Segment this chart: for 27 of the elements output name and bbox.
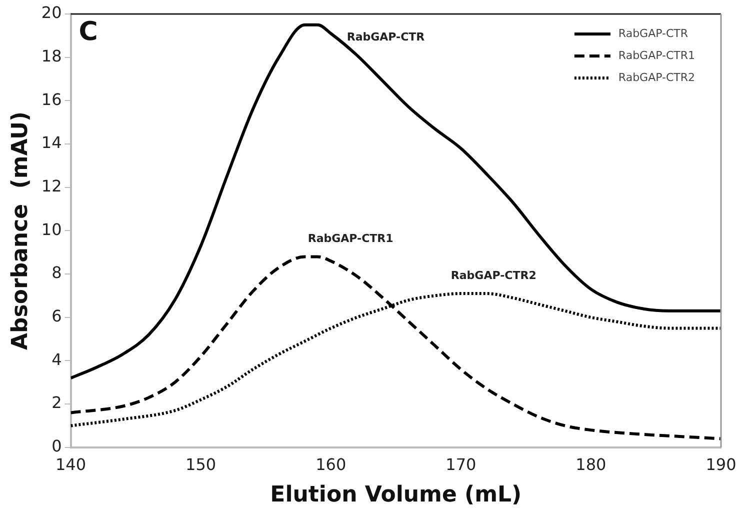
x-tick-label: 180 [576, 455, 606, 474]
x-tick-label: 170 [446, 455, 476, 474]
y-tick-label: 18 [41, 46, 62, 66]
legend-label: RabGAP-CTR [618, 26, 688, 40]
line-series [70, 255, 721, 440]
annotation: RabGAP-CTR1 [308, 232, 394, 246]
y-tick-label: 0 [52, 436, 62, 456]
annotation: RabGAP-CTR2 [450, 268, 536, 282]
x-tick-label: 140 [55, 455, 86, 474]
y-tick-label: 12 [41, 176, 62, 196]
y-tick-label: 6 [52, 306, 62, 326]
y-tick-label: 16 [41, 90, 62, 109]
legend-label: RabGAP-CTR1 [618, 48, 695, 62]
annotation: C [78, 16, 98, 47]
y-axis-title: Absorbance (mAU) [8, 111, 33, 350]
x-tick-label: 190 [706, 455, 736, 474]
y-tick-label: 4 [52, 350, 62, 369]
x-tick-label: 160 [316, 455, 346, 474]
annotation: RabGAP-CTR [346, 30, 426, 44]
x-axis-title: Elution Volume (mL) [270, 482, 522, 508]
legend-label: RabGAP-CTR2 [618, 70, 695, 84]
y-tick-label: 2 [52, 393, 62, 412]
x-tick-label: 150 [186, 455, 216, 474]
y-tick-label: 20 [41, 3, 62, 22]
y-tick-label: 14 [41, 133, 62, 152]
y-tick-label: 10 [41, 220, 62, 239]
y-tick-label: 8 [52, 263, 62, 282]
